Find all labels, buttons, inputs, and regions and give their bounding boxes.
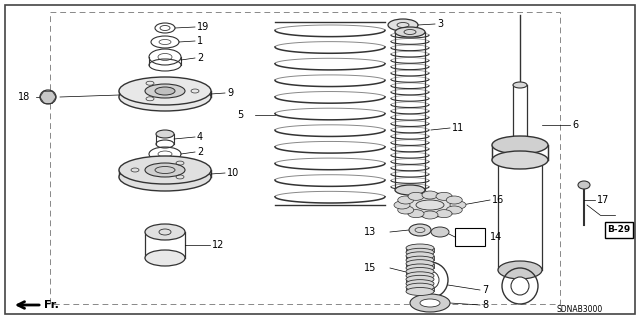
Text: 5: 5 xyxy=(237,110,243,120)
Ellipse shape xyxy=(406,260,434,268)
Ellipse shape xyxy=(395,27,425,37)
Bar xyxy=(406,271,434,276)
Ellipse shape xyxy=(409,224,431,236)
Ellipse shape xyxy=(406,256,434,264)
Ellipse shape xyxy=(422,191,438,199)
Text: 6: 6 xyxy=(572,120,578,130)
Text: 2: 2 xyxy=(197,147,204,157)
Text: 11: 11 xyxy=(452,123,464,133)
Text: 4: 4 xyxy=(197,132,203,142)
Ellipse shape xyxy=(406,280,434,288)
Ellipse shape xyxy=(119,163,211,191)
Ellipse shape xyxy=(395,185,425,195)
Bar xyxy=(406,248,434,252)
Text: B-29: B-29 xyxy=(607,226,630,234)
Ellipse shape xyxy=(450,201,466,209)
Ellipse shape xyxy=(145,250,185,266)
Ellipse shape xyxy=(406,248,434,256)
Bar xyxy=(50,12,560,304)
Text: 18: 18 xyxy=(18,92,30,102)
Ellipse shape xyxy=(145,224,185,240)
Text: 15: 15 xyxy=(364,263,376,273)
Ellipse shape xyxy=(406,275,434,283)
Bar xyxy=(406,287,434,292)
Ellipse shape xyxy=(398,193,462,217)
Bar xyxy=(605,222,633,238)
Text: SDNAB3000: SDNAB3000 xyxy=(557,306,603,315)
Ellipse shape xyxy=(498,261,542,279)
Ellipse shape xyxy=(421,271,439,289)
Text: 16: 16 xyxy=(492,195,504,205)
Ellipse shape xyxy=(119,156,211,184)
Bar xyxy=(406,279,434,284)
Ellipse shape xyxy=(406,264,434,272)
Ellipse shape xyxy=(397,196,413,204)
Ellipse shape xyxy=(492,136,548,154)
Text: 13: 13 xyxy=(364,227,376,237)
Text: 10: 10 xyxy=(227,168,239,178)
Ellipse shape xyxy=(578,181,590,189)
Bar xyxy=(406,264,434,268)
Ellipse shape xyxy=(155,87,175,95)
Ellipse shape xyxy=(422,211,438,219)
Text: 3: 3 xyxy=(437,19,443,29)
Ellipse shape xyxy=(436,210,452,218)
Ellipse shape xyxy=(406,283,434,291)
Ellipse shape xyxy=(436,192,452,200)
Ellipse shape xyxy=(145,163,185,177)
Text: 19: 19 xyxy=(197,22,209,32)
Ellipse shape xyxy=(406,268,434,276)
Ellipse shape xyxy=(408,210,424,218)
Ellipse shape xyxy=(145,84,185,98)
Ellipse shape xyxy=(119,83,211,111)
Ellipse shape xyxy=(40,90,56,104)
Ellipse shape xyxy=(397,206,413,214)
Ellipse shape xyxy=(156,130,174,138)
Bar xyxy=(455,228,485,246)
Ellipse shape xyxy=(511,277,529,295)
Ellipse shape xyxy=(420,299,440,307)
Text: 9: 9 xyxy=(227,88,233,98)
Bar xyxy=(406,256,434,260)
Text: 12: 12 xyxy=(212,240,225,250)
Text: 1: 1 xyxy=(197,36,203,46)
Ellipse shape xyxy=(394,201,410,209)
Ellipse shape xyxy=(513,82,527,88)
Ellipse shape xyxy=(406,272,434,280)
Ellipse shape xyxy=(406,252,434,260)
Ellipse shape xyxy=(388,19,418,31)
Text: 8: 8 xyxy=(482,300,488,310)
Ellipse shape xyxy=(406,244,434,252)
Text: 17: 17 xyxy=(597,195,609,205)
Ellipse shape xyxy=(492,151,548,169)
Ellipse shape xyxy=(406,287,434,295)
Text: 2: 2 xyxy=(197,53,204,63)
Ellipse shape xyxy=(446,196,462,204)
Text: 14: 14 xyxy=(490,232,502,242)
Text: Fr.: Fr. xyxy=(44,300,59,310)
Ellipse shape xyxy=(446,206,462,214)
Ellipse shape xyxy=(431,227,449,237)
Ellipse shape xyxy=(408,192,424,200)
Ellipse shape xyxy=(119,77,211,105)
Ellipse shape xyxy=(410,294,450,312)
Text: 7: 7 xyxy=(482,285,488,295)
